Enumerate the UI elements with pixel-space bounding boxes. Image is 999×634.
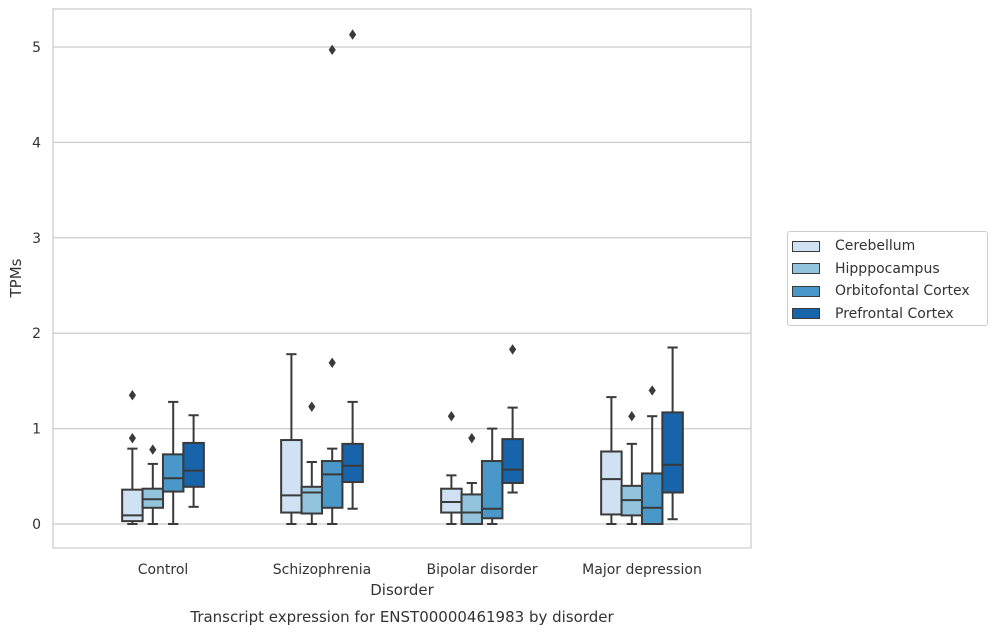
chart-title: Transcript expression for ENST0000046198… <box>189 608 614 626</box>
gridlines <box>53 46 751 525</box>
box-group <box>460 432 484 525</box>
x-axis-ticks: Control Schizophrenia Bipolar disorder Majo… <box>138 562 702 578</box>
outlier-point <box>349 29 357 40</box>
legend-item: Cerebellum <box>792 235 987 258</box>
boxes <box>121 29 684 525</box>
box <box>501 438 524 484</box>
legend-label: Prefrontal Cortex <box>835 305 954 322</box>
legend-swatch <box>792 308 820 320</box>
box-group <box>320 44 344 525</box>
legend-swatch <box>792 285 820 297</box>
y-tick-label: 0 <box>32 517 41 533</box>
x-tick-label: Schizophrenia <box>273 562 371 578</box>
box-group <box>620 410 644 525</box>
outlier-point <box>128 432 136 444</box>
x-tick-label: Major depression <box>582 562 702 578</box>
x-tick-label: Control <box>138 562 189 578</box>
legend-item: Orbitofontal Cortex <box>792 280 987 303</box>
box-group <box>121 390 144 525</box>
legend-item: Hipppocampus <box>792 258 987 281</box>
box-group <box>440 410 463 525</box>
y-tick-label: 4 <box>32 135 41 151</box>
box-group <box>300 401 324 525</box>
plot-frame <box>52 8 752 549</box>
legend-label: Cerebellum <box>835 238 916 255</box>
box <box>161 453 185 493</box>
outlier-point <box>149 444 157 455</box>
outlier-point <box>128 390 136 401</box>
legend-swatch <box>792 240 820 252</box>
outlier-point <box>328 44 336 56</box>
y-tick-label: 5 <box>32 40 41 56</box>
box-group <box>161 400 185 525</box>
box-group <box>141 444 165 525</box>
box <box>661 411 684 494</box>
legend: Cerebellum Hipppocampus Orbitofontal Corte… <box>787 231 988 326</box>
box <box>600 450 623 516</box>
box <box>460 493 484 525</box>
box <box>480 460 504 520</box>
box <box>121 488 144 523</box>
box <box>300 485 324 515</box>
outlier-point <box>509 344 517 355</box>
box-group <box>600 396 623 525</box>
y-axis-title: TPMs <box>7 258 25 298</box>
x-tick-label: Bipolar disorder <box>426 562 537 578</box>
box-group <box>280 353 303 525</box>
outlier-point <box>648 385 656 396</box>
box <box>280 439 303 514</box>
box-group <box>501 344 524 494</box>
box <box>640 472 664 525</box>
box-group <box>480 427 504 525</box>
box-group <box>640 385 664 525</box>
y-axis-ticks: 0 1 2 3 4 5 <box>32 40 41 533</box>
box <box>320 460 344 509</box>
outlier-point <box>628 410 636 422</box>
legend-item: Prefrontal Cortex <box>792 303 987 326</box>
box-group <box>661 346 684 521</box>
y-tick-label: 3 <box>32 231 41 247</box>
legend-swatch <box>792 263 820 275</box>
box <box>440 487 463 514</box>
outlier-point <box>328 357 336 368</box>
outlier-point <box>447 410 455 422</box>
outlier-point <box>468 432 476 444</box>
box <box>341 442 364 484</box>
y-tick-label: 1 <box>32 422 41 438</box>
box <box>182 441 205 488</box>
outlier-point <box>308 401 316 412</box>
x-axis-title: Disorder <box>370 581 434 599</box>
box-group <box>341 29 364 510</box>
legend-label: Hipppocampus <box>835 260 940 277</box>
legend-label: Orbitofontal Cortex <box>835 283 970 300</box>
y-tick-label: 2 <box>32 326 41 342</box>
box-group <box>182 414 205 508</box>
